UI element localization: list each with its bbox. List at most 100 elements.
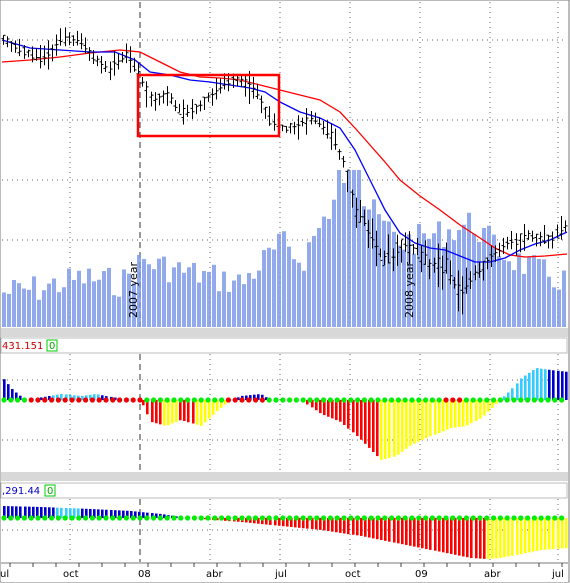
year-marker-2008: 2008 year — [403, 261, 416, 318]
oscillator-1-zero-dot — [368, 397, 374, 403]
volume-bar — [282, 231, 286, 327]
oscillator-2-zero-dot — [368, 515, 374, 521]
oscillator-1-zero-dot — [484, 397, 490, 403]
volume-bar — [412, 253, 416, 327]
oscillator-1-readout2: 0 — [49, 341, 55, 352]
volume-bar — [342, 182, 346, 327]
oscillator-1-bar — [376, 400, 379, 457]
oscillator-1-zero-dot — [76, 397, 82, 403]
oscillator-2-zero-dot — [219, 515, 225, 521]
oscillator-1-bar — [339, 400, 342, 422]
oscillator-2-bar — [286, 518, 289, 527]
volume-bar — [447, 229, 451, 327]
oscillator-2-zero-dot — [273, 515, 279, 521]
oscillator-2-bar — [93, 509, 96, 518]
oscillator-1-bar — [356, 400, 359, 437]
oscillator-1-zero-dot — [232, 397, 238, 403]
oscillator-2-zero-dots — [1, 515, 565, 521]
volume-bar — [47, 283, 51, 327]
oscillator-2-bar — [499, 518, 502, 559]
oscillator-panel-2: ,291.44 0 — [0, 481, 568, 563]
oscillator-2-bar — [491, 518, 494, 559]
oscillator-2-bar — [28, 506, 31, 518]
oscillator-1-bar — [331, 400, 334, 419]
oscillator-2-bar — [442, 518, 445, 553]
oscillator-2-bar — [19, 506, 22, 518]
oscillator-2-zero-dot — [89, 515, 95, 521]
oscillator-1-zero-dot — [225, 397, 231, 403]
volume-bar — [132, 283, 136, 327]
oscillator-2-readout2-box — [44, 484, 56, 497]
oscillator-1-bar — [405, 400, 408, 449]
oscillator-1-zero-dot — [110, 397, 116, 403]
volume-bar — [267, 247, 271, 327]
volume-bar — [252, 278, 256, 327]
volume-bar — [462, 224, 466, 327]
volume-bar — [52, 278, 56, 327]
oscillator-1-bars — [3, 368, 568, 460]
panel-separator-2[interactable] — [1, 472, 568, 481]
volume-bar — [7, 293, 11, 327]
oscillator-1-bar — [511, 388, 514, 400]
oscillator-1-bar — [69, 394, 72, 400]
oscillator-1-zero-dot — [443, 397, 449, 403]
oscillator-1-bar — [142, 400, 145, 406]
oscillator-1-bar — [155, 400, 158, 424]
oscillator-1-bar — [146, 400, 149, 415]
volume-bar — [82, 283, 86, 327]
volume-bar — [562, 270, 566, 327]
volume-bar — [62, 287, 66, 327]
volume-bar — [237, 274, 241, 327]
oscillator-1-bar — [311, 400, 314, 408]
oscillator-1-zero-dot — [409, 397, 415, 403]
oscillator-1-bar — [561, 371, 564, 400]
oscillator-2-zero-dot — [361, 515, 367, 521]
oscillator-2-zero-dot — [389, 515, 395, 521]
volume-bar — [402, 249, 406, 327]
oscillator-1-bar — [544, 369, 547, 400]
oscillator-2-zero-dot — [123, 515, 129, 521]
oscillator-2-zero-dot — [429, 515, 435, 521]
x-axis-ticks — [9, 563, 563, 567]
oscillator-1-zero-dot — [219, 397, 225, 403]
oscillator-2-bar — [261, 518, 264, 525]
volume-bar — [307, 242, 311, 327]
oscillator-2-zero-dot — [49, 515, 55, 521]
oscillator-1-header — [0, 337, 568, 354]
panel-separator-1[interactable] — [1, 328, 568, 337]
volume-bar — [382, 220, 386, 327]
oscillator-1-zero-dot — [130, 397, 136, 403]
volume-bar — [162, 256, 166, 327]
oscillator-2-bar — [462, 518, 465, 557]
volume-bar — [202, 270, 206, 327]
oscillator-2-bar — [245, 518, 248, 523]
oscillator-1-zero-dot — [89, 397, 95, 403]
oscillator-2-bar — [495, 518, 498, 559]
oscillator-1-zero-dot — [185, 397, 191, 403]
oscillator-2-readout: ,291.44 — [2, 486, 40, 497]
oscillator-2-bar — [118, 510, 121, 518]
oscillator-1-bar — [475, 400, 478, 421]
oscillator-2-bar — [36, 506, 39, 518]
oscillator-2-zero-dot — [409, 515, 415, 521]
oscillator-2-bar — [413, 518, 416, 547]
oscillator-1-zero-dot — [103, 397, 109, 403]
oscillator-1-bar — [388, 400, 391, 458]
oscillator-1-bar — [93, 394, 96, 400]
oscillator-1-zero-dot — [137, 397, 143, 403]
oscillator-2-bar — [438, 518, 441, 552]
oscillator-1-bar — [413, 400, 416, 444]
oscillator-2-bar — [155, 513, 158, 518]
oscillator-1-bar — [507, 392, 510, 400]
oscillator-2-zero-dot — [8, 515, 14, 521]
oscillator-1-bar — [60, 394, 63, 400]
oscillator-1-zero-dot — [42, 397, 48, 403]
volume-bar — [422, 233, 426, 327]
oscillator-2-bar — [405, 518, 408, 545]
oscillator-2-bar — [503, 518, 506, 558]
volume-bar — [547, 276, 551, 327]
highlight-box — [136, 73, 281, 138]
oscillator-2-bar — [376, 518, 379, 540]
oscillator-1-bar — [159, 400, 162, 425]
volume-bar — [352, 170, 356, 327]
